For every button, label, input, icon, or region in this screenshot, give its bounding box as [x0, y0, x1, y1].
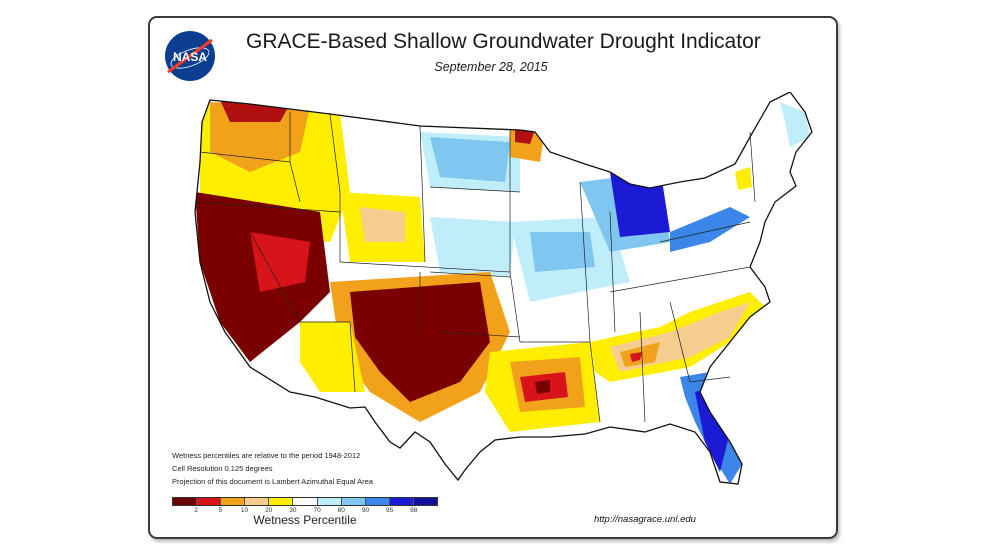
legend-swatch-3 — [245, 498, 270, 505]
legend-swatch-9 — [389, 498, 414, 505]
legend-swatch-6 — [317, 498, 342, 505]
nasa-logo-text: NASA — [173, 50, 207, 64]
legend-tick: 5 — [218, 507, 223, 514]
legend-ticks: 2 5 10 20 30 70 80 90 95 98 — [172, 507, 438, 517]
legend-tick: 80 — [337, 507, 345, 514]
legend-swatch-4 — [269, 498, 294, 505]
legend-swatch-7 — [341, 498, 366, 505]
legend-tick: 10 — [240, 507, 249, 514]
legend-tick: 90 — [361, 507, 370, 514]
page-title: GRACE-Based Shallow Groundwater Drought … — [246, 30, 761, 53]
source-url[interactable]: http://nasagrace.unl.edu — [594, 514, 696, 525]
legend-tick: 98 — [410, 507, 418, 514]
note-projection: Projection of this document is Lambert A… — [172, 477, 373, 486]
legend-swatch-5 — [293, 498, 318, 505]
legend-tick: 20 — [265, 507, 273, 514]
legend-title: Wetness Percentile — [253, 513, 357, 527]
legend-swatch-10 — [413, 498, 438, 505]
legend-colorbar — [172, 497, 438, 506]
note-resolution: Cell Resolution 0.125 degrees — [172, 464, 273, 473]
nasa-logo: NASA — [165, 31, 215, 81]
legend-swatch-0 — [173, 498, 198, 505]
map-date: September 28, 2015 — [434, 60, 548, 74]
note-period: Wetness percentiles are relative to the … — [172, 451, 361, 460]
legend-tick: 2 — [194, 507, 198, 514]
us-drought-map — [194, 92, 813, 485]
legend-swatch-8 — [365, 498, 390, 505]
legend-tick: 30 — [289, 507, 297, 514]
legend-swatch-2 — [221, 498, 246, 505]
legend-tick: 95 — [385, 507, 394, 514]
legend-swatch-1 — [197, 498, 222, 505]
legend-tick: 70 — [313, 507, 321, 514]
